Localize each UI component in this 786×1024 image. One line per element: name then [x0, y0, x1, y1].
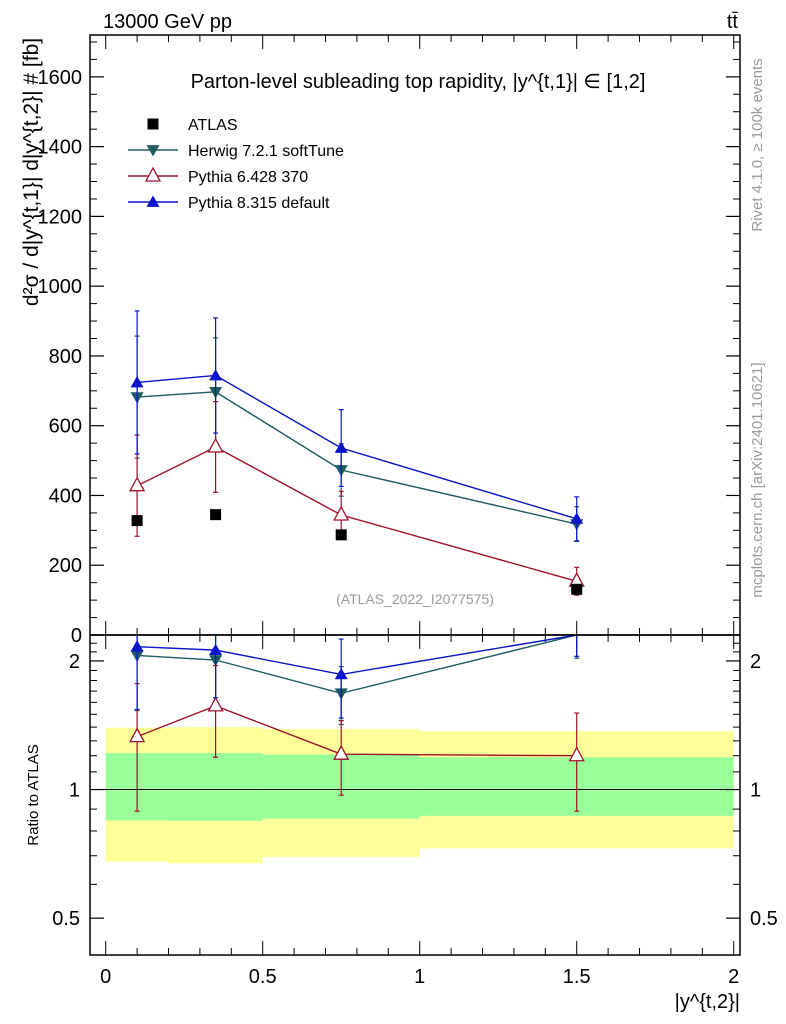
x-tick-label: 1	[414, 966, 425, 988]
main-point-data	[571, 583, 583, 595]
ratio-point-pythia6	[333, 744, 350, 760]
main-y-tick-label: 1000	[38, 276, 83, 298]
main-point-data	[335, 529, 347, 541]
source-note: mcplots.cern.ch [arXiv:2401.10621]	[749, 362, 766, 597]
legend-entry-pythia8: Pythia 8.315 default	[128, 195, 330, 212]
legend: ATLAS Herwig 7.2.1 softTune Pythia 6.428 3…	[128, 117, 344, 212]
process-label: 13000 GeV pp	[103, 11, 232, 33]
main-panel: 0 200 400 600 800 1000 1200 1400 1600 Parton-lev…	[20, 34, 741, 647]
main-line-pythia8	[137, 374, 577, 520]
main-y-tick-label: 800	[49, 346, 82, 368]
legend-label-pythia6: Pythia 6.428 370	[188, 169, 308, 186]
ratio-point-pythia6	[207, 696, 224, 712]
main-y-tick-label: 400	[49, 485, 82, 507]
ratio-series-pythia6	[129, 665, 585, 812]
main-point-pythia8	[334, 441, 348, 453]
ratio-y-tick-label: 0.5	[52, 908, 80, 930]
main-series-pythia8	[130, 310, 584, 542]
main-point-pythia8	[209, 368, 223, 381]
ratio-series-pythia8	[130, 634, 580, 719]
ratio-point-pythia6	[129, 727, 146, 743]
main-point-pythia8	[570, 512, 584, 524]
legend-label-data: ATLAS	[188, 117, 238, 134]
legend-marker-pythia8	[146, 195, 160, 207]
ratio-series-herwig	[130, 634, 580, 726]
ratio-point-pythia8	[130, 640, 144, 652]
analysis-tag: (ATLAS_2022_I2077575)	[336, 591, 494, 607]
main-point-data	[210, 509, 222, 521]
ratio-band-inner	[168, 753, 263, 821]
ratio-y-tick-label-right: 2	[750, 651, 761, 673]
ratio-y-tick-label-right: 1	[750, 780, 761, 802]
legend-entry-pythia6: Pythia 6.428 370	[128, 166, 308, 186]
ratio-ticks: 0.5 0.5 1 1 2 2 0 0.5 1 1.5 2	[52, 635, 778, 988]
x-tick-label: 0	[100, 966, 111, 988]
legend-marker-pythia6	[144, 166, 162, 182]
main-y-tick-label: 0	[71, 625, 82, 647]
ratio-frame	[89, 634, 741, 956]
ratio-y-axis-label: Ratio to ATLAS	[25, 744, 42, 845]
main-point-pythia6	[129, 476, 146, 492]
main-y-axis-label: d²σ / d|y^{t,1}| d|y^{t,2}| # [fb]	[20, 38, 43, 306]
legend-marker-data	[147, 118, 159, 130]
legend-label-herwig: Herwig 7.2.1 softTune	[188, 143, 344, 160]
rivet-version-note: Rivet 4.1.0, ≥ 100k events	[749, 58, 766, 231]
main-point-pythia8	[130, 375, 144, 388]
main-y-tick-label: 1400	[38, 137, 83, 159]
ratio-panel: 0.5 0.5 1 1 2 2 0 0.5 1 1.5 2 Ratio to ATLAS |y^{t…	[25, 634, 778, 1013]
x-tick-label: 1.5	[563, 966, 591, 988]
ratio-point-pythia6	[568, 746, 585, 762]
x-tick-label: 2	[728, 966, 739, 988]
ratio-point-pythia8	[209, 643, 223, 655]
legend-entry-herwig: Herwig 7.2.1 softTune	[128, 143, 344, 160]
main-point-data	[131, 515, 143, 527]
legend-label-pythia8: Pythia 8.315 default	[188, 195, 330, 212]
ratio-y-tick-label: 1	[69, 780, 80, 802]
x-tick-label: 0.5	[249, 966, 277, 988]
ratio-bands	[105, 727, 734, 864]
ratio-line-pythia8	[137, 634, 577, 676]
main-point-pythia6	[207, 437, 224, 453]
x-axis-label: |y^{t,2}|	[675, 991, 740, 1013]
main-series-pythia6	[129, 401, 585, 596]
main-title: Parton-level subleading top rapidity, |y…	[191, 71, 646, 93]
main-point-pythia6	[333, 505, 350, 521]
main-ticks: 0 200 400 600 800 1000 1200 1400 1600	[38, 35, 740, 647]
main-line-pythia6	[136, 446, 577, 582]
ratio-line-pythia6	[136, 705, 577, 757]
main-y-tick-label: 1600	[38, 67, 83, 89]
main-y-tick-label: 1200	[38, 206, 83, 228]
legend-entry-data: ATLAS	[147, 117, 238, 134]
legend-marker-herwig	[146, 145, 160, 157]
ratio-y-tick-label-right: 0.5	[750, 908, 778, 930]
ratio-y-tick-label: 2	[69, 651, 80, 673]
ratio-line-herwig	[137, 634, 577, 695]
ratio-point-pythia8	[334, 667, 348, 680]
main-y-tick-label: 600	[49, 416, 82, 438]
main-series-data	[131, 509, 583, 595]
main-line-herwig	[137, 391, 577, 525]
main-y-tick-label: 200	[49, 555, 82, 577]
main-series	[129, 310, 585, 596]
main-series-herwig	[130, 335, 584, 543]
ratio-series	[129, 634, 585, 812]
final-state-label: tt̄	[727, 11, 739, 33]
